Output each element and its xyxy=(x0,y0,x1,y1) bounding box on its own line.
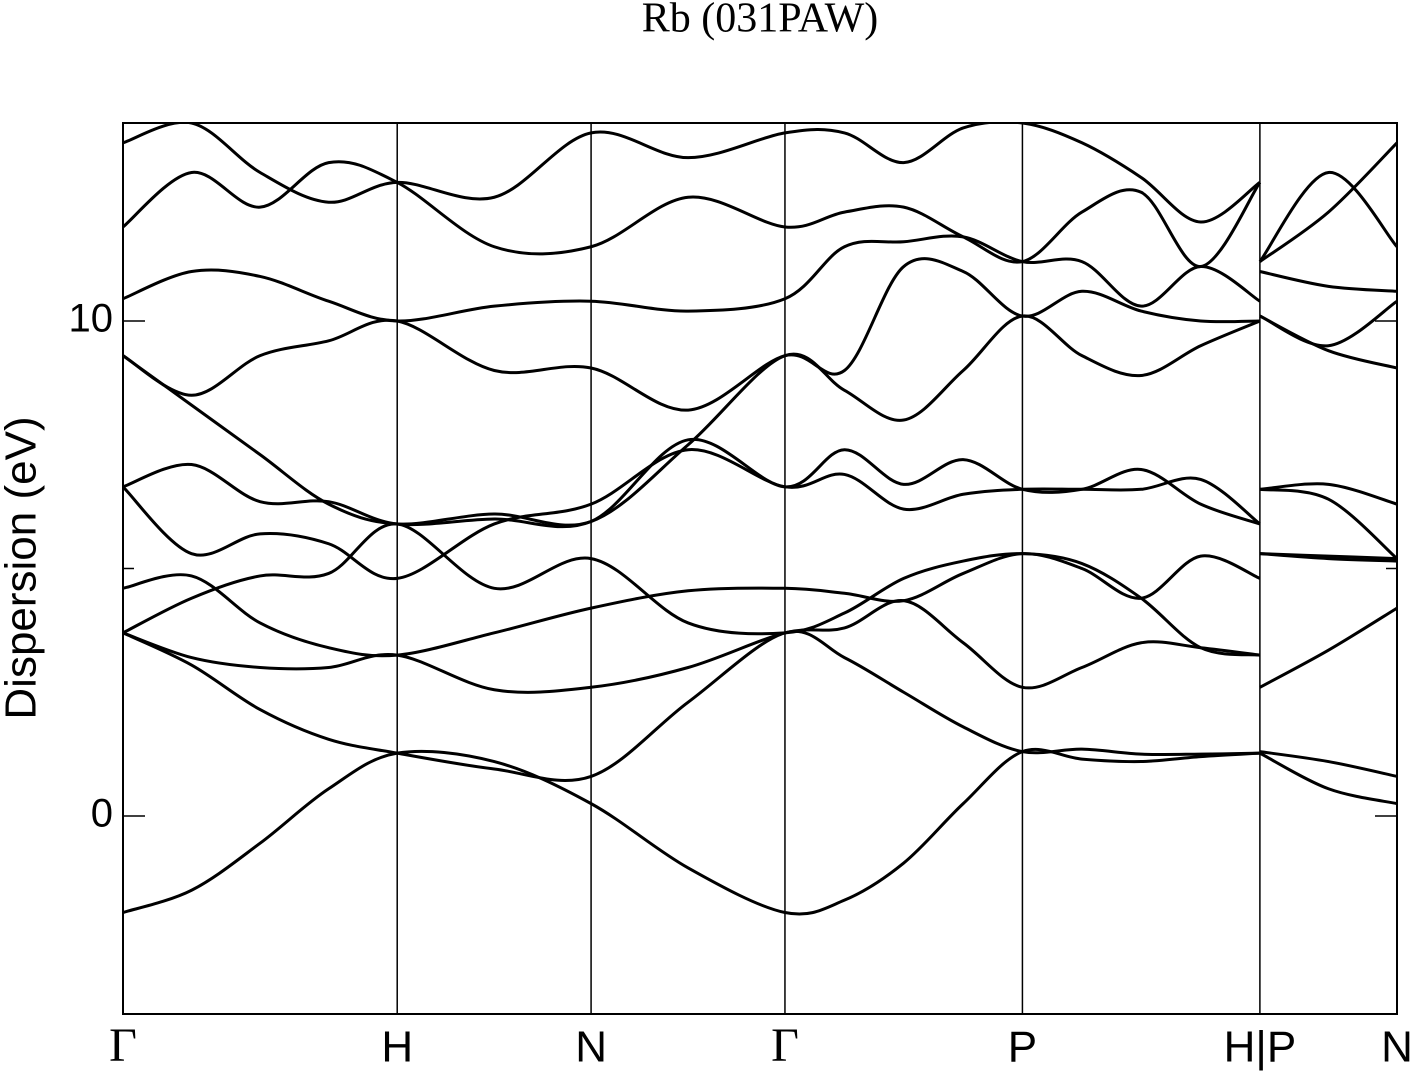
band xyxy=(123,747,1397,916)
band xyxy=(123,599,1397,694)
band xyxy=(123,448,1397,580)
band xyxy=(123,160,1397,269)
y-tick-label: 0 xyxy=(91,792,113,836)
chart-title: Rb (031PAW) xyxy=(642,0,879,42)
ticks: Γ H N Γ P H|P N 0 10 xyxy=(69,297,1413,1072)
y-axis-label: Dispersion (eV) xyxy=(0,416,46,719)
x-tick-label: Γ xyxy=(109,1019,137,1072)
y-tick-label: 10 xyxy=(69,297,114,341)
band xyxy=(123,522,1397,657)
plot-frame xyxy=(122,122,1398,1015)
band xyxy=(123,234,1397,323)
band xyxy=(123,314,1397,527)
x-tick-label: H xyxy=(381,1023,413,1072)
x-tick-label: N xyxy=(575,1023,607,1072)
x-tick-label: N xyxy=(1381,1023,1413,1072)
x-tick-label: Γ xyxy=(771,1019,799,1072)
band xyxy=(123,257,1397,412)
x-tick-label: P xyxy=(1008,1023,1037,1072)
grid xyxy=(122,123,1398,1014)
band xyxy=(123,123,1397,263)
band xyxy=(123,437,1397,529)
x-tick-label: H|P xyxy=(1224,1023,1297,1072)
bands xyxy=(123,123,1397,916)
band xyxy=(123,629,1397,782)
